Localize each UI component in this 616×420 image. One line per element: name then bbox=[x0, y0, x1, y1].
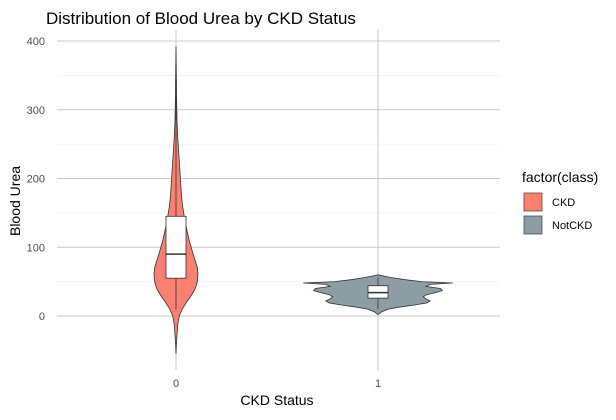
boxplots bbox=[165, 78, 389, 310]
y-axis-label: Blood Urea bbox=[7, 166, 23, 236]
y-tick-label: 0 bbox=[39, 311, 45, 323]
legend-swatch bbox=[523, 192, 543, 212]
legend-label: NotCKD bbox=[552, 220, 592, 232]
legend-title: factor(class) bbox=[522, 169, 598, 185]
y-tick-label: 400 bbox=[27, 36, 45, 48]
x-tick-label: 0 bbox=[173, 378, 179, 390]
box-iqr bbox=[165, 215, 187, 279]
violins bbox=[153, 46, 453, 354]
x-tick-label: 1 bbox=[375, 378, 381, 390]
y-tick-label: 300 bbox=[27, 105, 45, 117]
grid-lines bbox=[57, 30, 500, 370]
legend-swatch bbox=[523, 215, 543, 235]
legend-entries: CKD NotCKD bbox=[523, 192, 592, 235]
chart-title: Distribution of Blood Urea by CKD Status bbox=[46, 9, 356, 28]
legend-label: CKD bbox=[552, 197, 575, 209]
y-tick-label: 200 bbox=[27, 174, 45, 186]
axes: 0 100 200 300 400 0 1 bbox=[27, 36, 381, 390]
y-tick-label: 100 bbox=[27, 242, 45, 254]
x-axis-label: CKD Status bbox=[240, 392, 313, 408]
legend: factor(class) CKD NotCKD bbox=[522, 169, 598, 235]
